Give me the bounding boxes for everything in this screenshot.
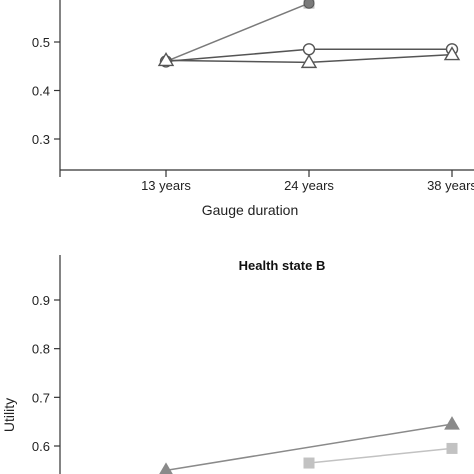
- series-line: [165, 2, 310, 63]
- y-tick-label: 0.6: [32, 439, 50, 454]
- x-tick-label: 13 years: [141, 178, 191, 193]
- data-point-2: [302, 43, 316, 56]
- data-point-3: [443, 46, 461, 61]
- data-point-2: [444, 416, 460, 430]
- x-tick-label: 38 years: [427, 178, 474, 193]
- y-tick-label: 0.8: [32, 342, 50, 357]
- y-tick-label: 0.3: [32, 132, 50, 147]
- series-2: [160, 0, 315, 67]
- y-tick-label: 0.9: [32, 293, 50, 308]
- data-point-1: [159, 462, 173, 474]
- series-line: [308, 447, 453, 464]
- series-line: [165, 423, 453, 472]
- series-1: [159, 416, 460, 474]
- chart-panel-2: 0.6 0.7 0.8 0.9 Health state B Utility: [1, 255, 460, 474]
- y-tick-label: 0.4: [32, 84, 50, 99]
- x-tick-label: 24 years: [284, 178, 334, 193]
- data-point-2: [446, 442, 458, 454]
- y-tick-label: 0.5: [32, 35, 50, 50]
- chart-panel-1: 0.3 0.4 0.5 13 years 24 years 38 years Gauge d…: [32, 0, 474, 218]
- data-point-1: [157, 52, 175, 67]
- y-axis-title: Utility: [1, 398, 17, 432]
- x-axis-title: Gauge duration: [202, 202, 299, 218]
- data-point-2: [300, 53, 318, 69]
- y-tick-label: 0.7: [32, 390, 50, 405]
- series-4: [157, 46, 461, 69]
- series-2: [303, 442, 458, 469]
- data-point-1: [303, 457, 315, 469]
- chart-title: Health state B: [239, 258, 326, 273]
- data-point-2: [303, 0, 315, 9]
